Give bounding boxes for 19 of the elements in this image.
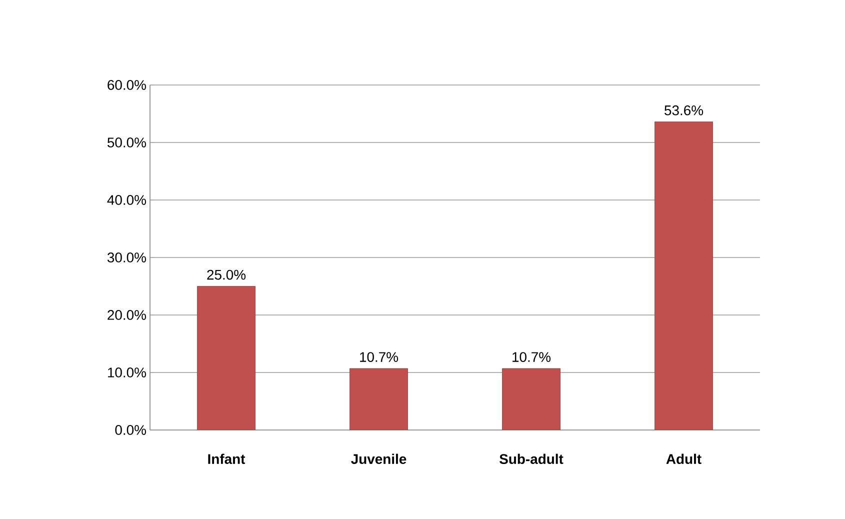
y-tick-label: 30.0% <box>107 252 146 262</box>
data-label: 10.7% <box>512 352 551 362</box>
y-tick-label: 40.0% <box>107 195 146 205</box>
x-tick-label: Sub-adult <box>500 454 564 464</box>
x-tick-label: Infant <box>208 454 246 464</box>
y-tick-label: 20.0% <box>108 310 146 320</box>
data-label: 25.0% <box>207 270 246 280</box>
data-label: 10.7% <box>360 352 398 362</box>
bar <box>502 368 560 430</box>
x-tick-label: Juvenile <box>351 454 406 464</box>
y-tick-label: 60.0% <box>108 80 146 90</box>
y-tick-label: 10.0% <box>108 368 146 378</box>
bar <box>197 286 256 430</box>
x-tick-label: Adult <box>666 454 702 464</box>
y-tick-label: 50.0% <box>108 138 146 148</box>
bar <box>654 122 713 430</box>
bar <box>350 368 408 430</box>
data-label: 53.6% <box>664 105 704 116</box>
y-tick-label: 0.0% <box>115 425 146 435</box>
